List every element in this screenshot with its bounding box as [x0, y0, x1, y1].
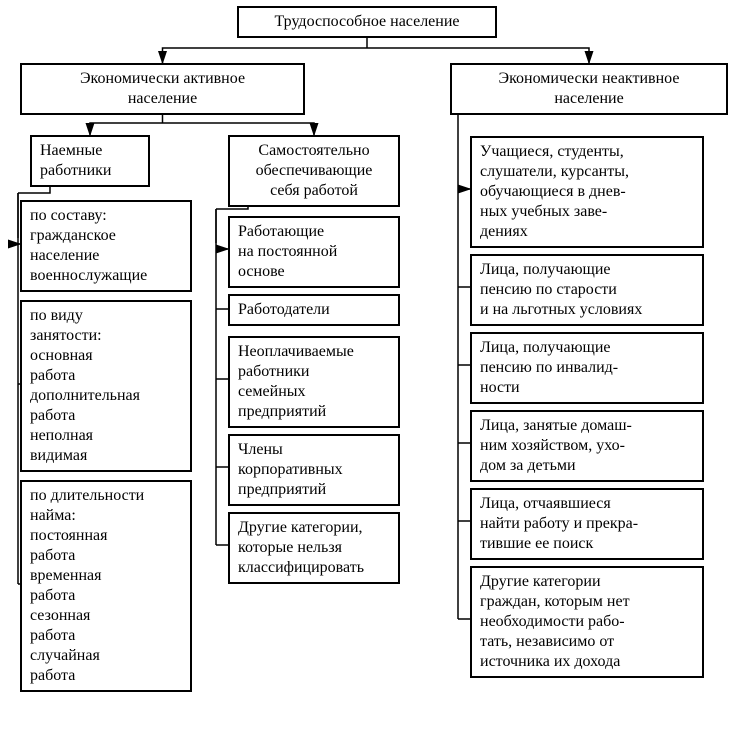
node-inact2: Лица, получающие пенсию по старости и на… — [470, 254, 704, 326]
node-inact4: Лица, занятые домаш- ним хозяйством, ухо… — [470, 410, 704, 482]
node-hired3: по длительности найма: постоянная работа… — [20, 480, 192, 692]
node-hired2: по виду занятости: основная работа допол… — [20, 300, 192, 472]
node-inactive: Экономически неактивное население — [450, 63, 728, 115]
node-self3: Неоплачиваемые работники семейных предпр… — [228, 336, 400, 428]
node-active: Экономически активное население — [20, 63, 305, 115]
node-self: Самостоятельно обеспечивающие себя работ… — [228, 135, 400, 207]
node-hired: Наемные работники — [30, 135, 150, 187]
node-self2: Работодатели — [228, 294, 400, 326]
node-inact6: Другие категории граждан, которым нет не… — [470, 566, 704, 678]
node-self4: Члены корпоративных предприятий — [228, 434, 400, 506]
node-self1: Работающие на постоянной основе — [228, 216, 400, 288]
node-root: Трудоспособное население — [237, 6, 497, 38]
node-inact1: Учащиеся, студенты, слушатели, курсанты,… — [470, 136, 704, 248]
node-inact5: Лица, отчаявшиеся найти работу и прекра-… — [470, 488, 704, 560]
node-hired1: по составу: гражданское население военно… — [20, 200, 192, 292]
node-self5: Другие категории, которые нельзя классиф… — [228, 512, 400, 584]
node-inact3: Лица, получающие пенсию по инвалид- ност… — [470, 332, 704, 404]
